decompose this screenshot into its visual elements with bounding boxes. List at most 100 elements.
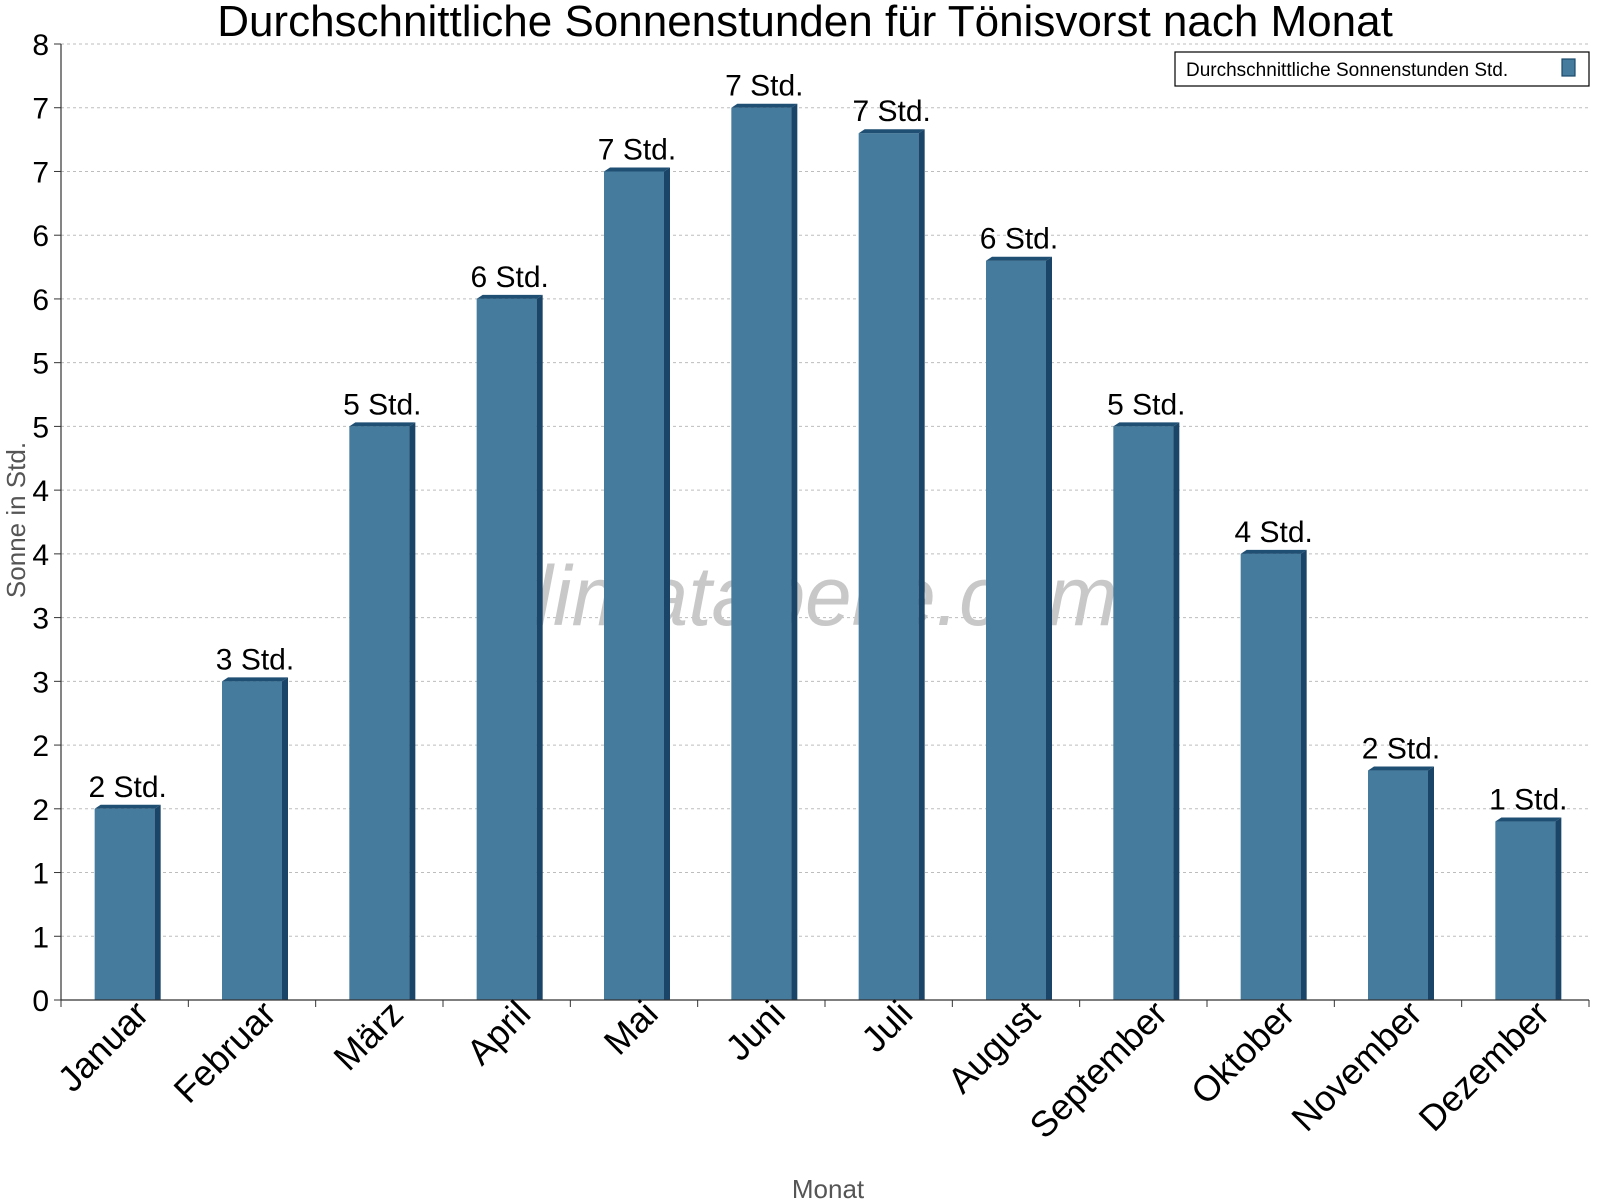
bar-top <box>1240 549 1307 554</box>
bar <box>1368 766 1434 1000</box>
bar-side <box>791 103 798 1000</box>
bar <box>222 677 288 1000</box>
y-tick-label: 7 <box>32 93 49 126</box>
y-tick-label: 2 <box>32 730 49 763</box>
x-tick-label: September <box>1021 993 1175 1147</box>
y-tick-label: 3 <box>32 666 49 699</box>
bar-side <box>1046 256 1052 1000</box>
bar <box>1240 549 1307 1000</box>
y-tick-label: 1 <box>32 858 49 891</box>
bar-face <box>1113 426 1174 1000</box>
x-axis-label: Monat <box>792 1174 865 1200</box>
legend-box <box>1174 51 1590 87</box>
y-tick-label: 7 <box>32 156 49 189</box>
bar <box>94 804 161 1000</box>
gridlines <box>61 43 1589 937</box>
x-tick-labels: Januar Februar März April Mai Juni Juli AugustS… <box>49 993 1557 1147</box>
bar-side <box>1173 422 1180 1000</box>
y-tick-label: 2 <box>32 794 49 827</box>
data-label: 4 Std. <box>1234 516 1312 549</box>
bar-top <box>349 422 416 427</box>
legend: Durchschnittliche Sonnenstunden Std. <box>1174 51 1590 87</box>
bar-top <box>1113 422 1180 427</box>
x-tick-label: April <box>458 993 538 1073</box>
data-labels: 2 Std. 3 Std. 5 Std. 6 Std. 7 Std. 7 Std. 7 St… <box>88 70 1567 817</box>
y-tick-label: 4 <box>32 539 49 572</box>
x-tick-label: Mai <box>596 993 666 1063</box>
y-tick-label: 0 <box>32 985 49 1018</box>
bars <box>94 103 1562 1000</box>
bar-side <box>918 129 925 1000</box>
data-label: 2 Std. <box>1362 733 1440 766</box>
x-tick-label: März <box>325 993 411 1079</box>
bar <box>731 103 798 1000</box>
data-label: 7 Std. <box>725 70 803 103</box>
data-label: 7 Std. <box>598 133 676 166</box>
bar-face <box>476 298 537 1000</box>
legend-label: Durchschnittliche Sonnenstunden Std. <box>1186 60 1508 81</box>
bar-face <box>349 426 410 1000</box>
y-tick-label: 8 <box>32 29 49 62</box>
y-tick-label: 6 <box>32 284 49 317</box>
bar-face <box>222 681 282 1000</box>
bar <box>349 422 416 1000</box>
bar-face <box>1368 770 1428 1000</box>
bar-top <box>222 677 288 682</box>
bar-top <box>1495 817 1562 822</box>
x-tick-label: August <box>939 993 1047 1101</box>
bar-face <box>731 107 792 1000</box>
y-tick-label: 6 <box>32 220 49 253</box>
bar-side <box>154 804 161 1000</box>
bar-side <box>664 167 670 1000</box>
bar-side <box>409 422 416 1000</box>
bar-top <box>476 294 543 299</box>
data-label: 5 Std. <box>1107 388 1185 421</box>
bar-side <box>536 294 543 1000</box>
data-label: 6 Std. <box>470 261 548 294</box>
bar-side <box>282 677 288 1000</box>
axes <box>54 43 1590 1007</box>
bar-side <box>1300 549 1307 1000</box>
bar-side <box>1555 817 1562 1000</box>
bar-top <box>604 167 670 172</box>
data-label: 2 Std. <box>88 771 166 804</box>
bar <box>986 256 1052 1000</box>
bar-top <box>858 129 925 134</box>
bar <box>858 129 925 1000</box>
x-tick-label: Juli <box>853 993 920 1060</box>
data-label: 3 Std. <box>216 643 294 676</box>
x-tick-label: Oktober <box>1183 993 1303 1113</box>
bar <box>604 167 670 1000</box>
bar <box>1113 422 1180 1000</box>
bar-side <box>1428 766 1434 1000</box>
bar-top <box>1368 766 1434 771</box>
x-tick-label: Januar <box>49 993 156 1100</box>
y-tick-label: 5 <box>32 411 49 444</box>
bar-face <box>1495 821 1556 1000</box>
y-tick-labels: 0 1 1 2 2 3 3 4 4 5 5 6 6 7 7 8 <box>32 29 49 1018</box>
y-axis-label: Sonne in Std. <box>1 442 31 598</box>
bar-face <box>986 260 1046 1000</box>
data-label: 5 Std. <box>343 388 421 421</box>
y-tick-label: 4 <box>32 475 49 508</box>
y-tick-label: 3 <box>32 603 49 636</box>
legend-swatch <box>1561 58 1576 77</box>
x-tick-label: November <box>1283 993 1429 1139</box>
x-tick-label: Dezember <box>1411 993 1557 1139</box>
bar <box>1495 817 1562 1000</box>
y-tick-label: 5 <box>32 348 49 381</box>
data-label: 1 Std. <box>1489 784 1567 817</box>
bar-face <box>1240 553 1301 1000</box>
bar-top <box>986 256 1052 261</box>
chart-title: Durchschnittliche Sonnenstunden für Töni… <box>217 0 1393 46</box>
bar-face <box>94 808 155 1000</box>
bar-face <box>604 171 664 1000</box>
bar <box>476 294 543 1000</box>
y-tick-label: 1 <box>32 921 49 954</box>
x-tick-label: Februar <box>166 993 284 1111</box>
x-tick-label: Juni <box>717 993 793 1069</box>
bar-face <box>858 133 919 1000</box>
data-label: 6 Std. <box>980 223 1058 256</box>
bar-top <box>94 804 161 809</box>
